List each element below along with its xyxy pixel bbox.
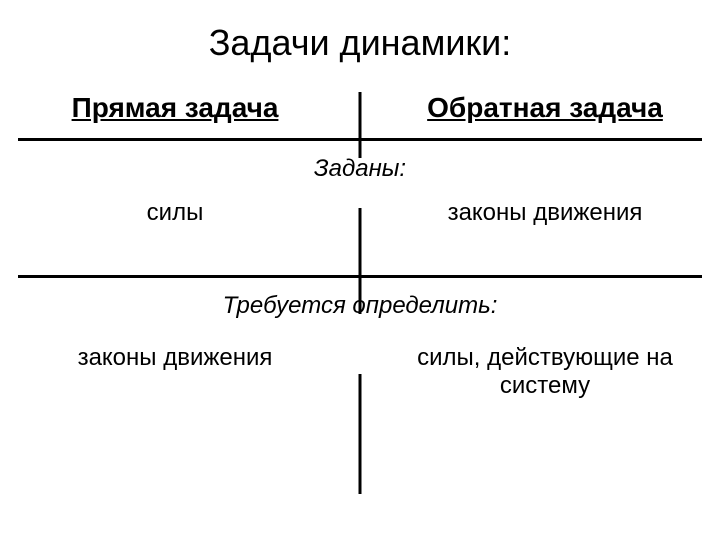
vertical-divider-1 (359, 92, 362, 158)
vertical-divider-3 (359, 374, 362, 494)
vertical-divider-2 (359, 208, 362, 314)
diagram-title: Задачи динамики: (0, 0, 720, 92)
determine-left: законы движения (0, 344, 360, 372)
given-left: силы (0, 199, 360, 227)
right-column-header: Обратная задача (360, 92, 720, 124)
determine-right: силы, действующие на систему (360, 344, 720, 400)
left-column-header: Прямая задача (0, 92, 360, 124)
given-right: законы движения (360, 199, 720, 227)
